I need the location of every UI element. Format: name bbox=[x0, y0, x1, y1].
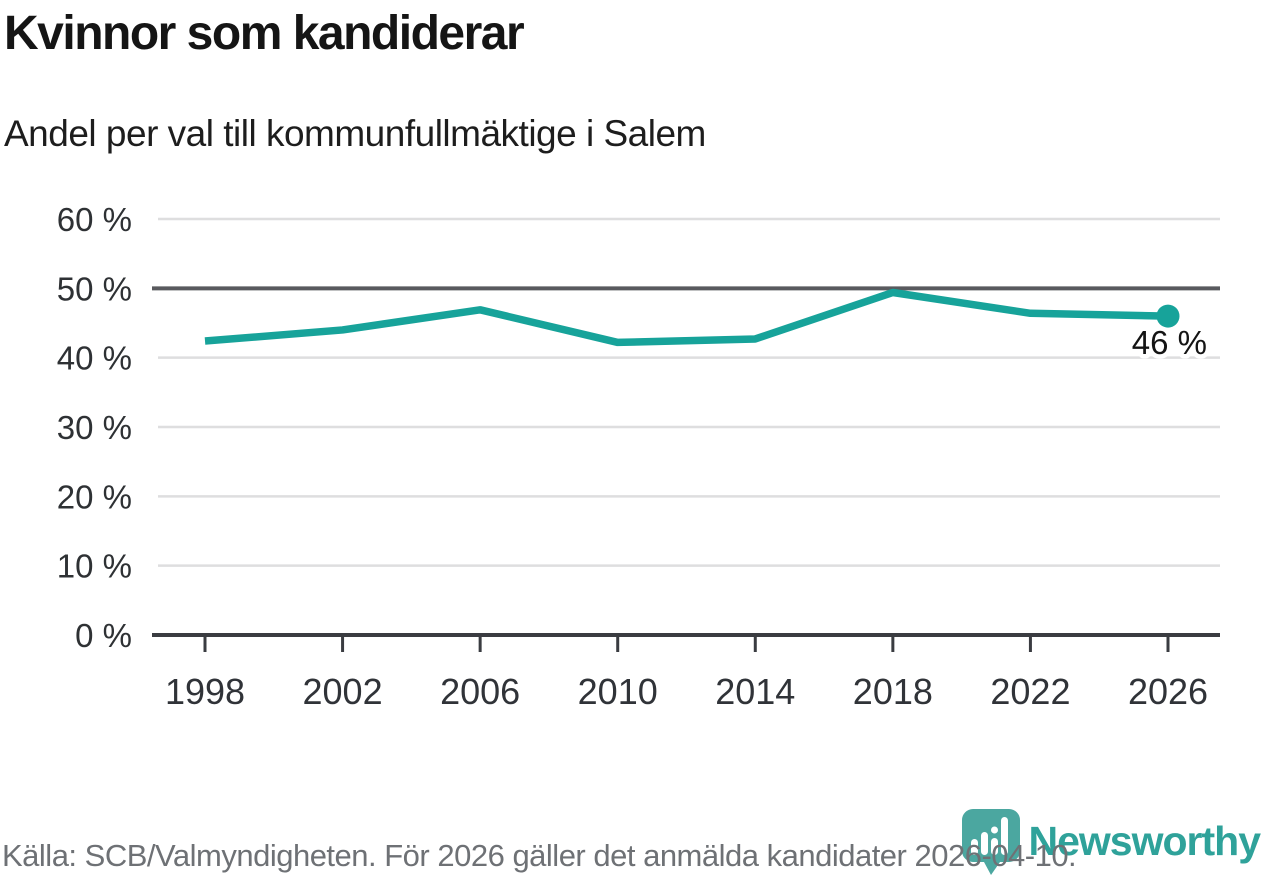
newsworthy-logo: Newsworthy bbox=[959, 808, 1261, 876]
y-tick-label: 30 % bbox=[57, 409, 132, 446]
newsworthy-pin-icon bbox=[961, 809, 1020, 875]
newsworthy-wordmark: Newsworthy bbox=[1028, 818, 1261, 864]
y-tick-label: 50 % bbox=[57, 270, 132, 307]
end-point-dot bbox=[1156, 304, 1180, 328]
y-tick-label: 20 % bbox=[57, 478, 132, 515]
x-tick-label: 2026 bbox=[1128, 671, 1208, 712]
x-tick-label: 1998 bbox=[165, 671, 245, 712]
page-title: Kvinnor som kandiderar bbox=[4, 7, 525, 60]
x-tick-label: 2002 bbox=[303, 671, 383, 712]
x-tick-label: 2006 bbox=[440, 671, 520, 712]
x-tick-label: 2018 bbox=[853, 671, 933, 712]
y-tick-label: 0 % bbox=[75, 617, 132, 654]
x-tick-label: 2014 bbox=[715, 671, 795, 712]
y-tick-label: 40 % bbox=[57, 340, 132, 377]
chart-subtitle: Andel per val till kommunfullmäktige i S… bbox=[4, 113, 706, 154]
y-tick-label: 10 % bbox=[57, 548, 132, 585]
x-tick-label: 2010 bbox=[578, 671, 658, 712]
data-line bbox=[204, 288, 1169, 347]
y-tick-label: 60 % bbox=[57, 201, 132, 238]
line-chart: 0 % 10 % 20 % 30 % 40 % 50 % 60 % 1998 2002 2006 2… bbox=[57, 201, 1220, 712]
x-tick-label: 2022 bbox=[990, 671, 1070, 712]
source-note: Källa: SCB/Valmyndigheten. För 2026 gäll… bbox=[2, 838, 1077, 873]
end-point-label: 46 % bbox=[1132, 324, 1207, 361]
